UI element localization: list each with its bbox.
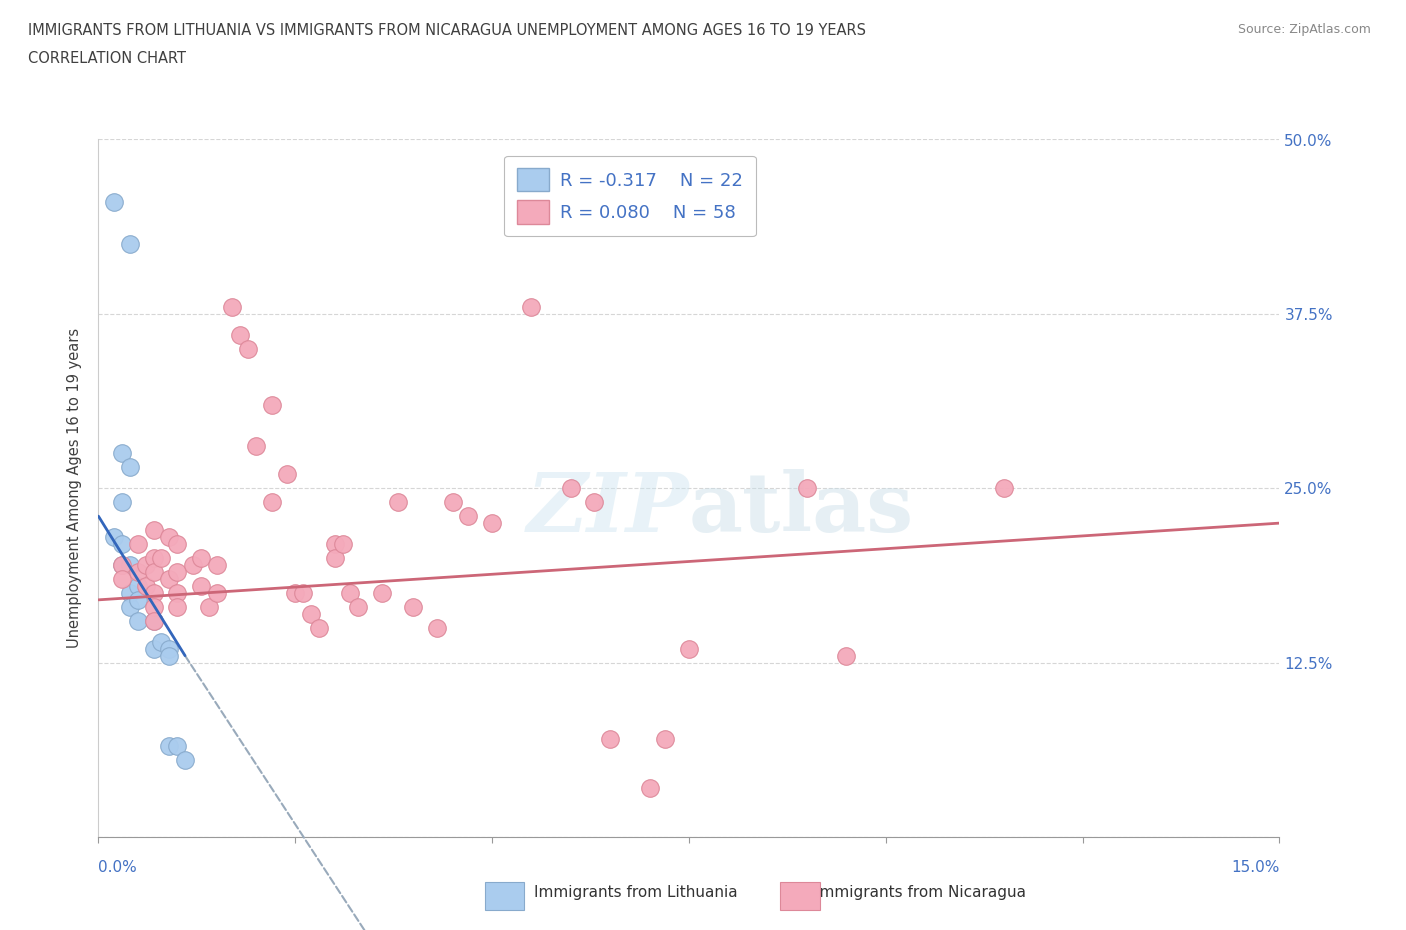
Point [135, 578, 157, 593]
Point [118, 586, 141, 601]
Text: atlas: atlas [689, 469, 914, 550]
Text: Source: ZipAtlas.com: Source: ZipAtlas.com [1237, 23, 1371, 36]
Point [127, 614, 149, 629]
Text: IMMIGRANTS FROM LITHUANIA VS IMMIGRANTS FROM NICARAGUA UNEMPLOYMENT AMONG AGES 1: IMMIGRANTS FROM LITHUANIA VS IMMIGRANTS … [28, 23, 866, 38]
Point [142, 614, 165, 629]
Point [174, 753, 197, 768]
Text: 0.0%: 0.0% [98, 860, 138, 875]
Point [166, 565, 188, 579]
Point [150, 634, 173, 649]
Point [387, 495, 409, 510]
Point [118, 460, 141, 474]
Point [142, 523, 165, 538]
Point [142, 586, 165, 601]
Point [441, 495, 464, 510]
Point [157, 571, 180, 587]
Text: CORRELATION CHART: CORRELATION CHART [28, 51, 186, 66]
Point [111, 495, 134, 510]
Text: Immigrants from Lithuania: Immigrants from Lithuania [534, 885, 738, 900]
Point [638, 781, 661, 796]
Point [796, 481, 818, 496]
Point [260, 495, 283, 510]
Point [142, 642, 165, 657]
Point [599, 732, 621, 747]
Point [190, 551, 212, 565]
Legend: R = -0.317    N = 22, R = 0.080    N = 58: R = -0.317 N = 22, R = 0.080 N = 58 [505, 155, 755, 236]
Point [111, 558, 134, 573]
Point [127, 537, 149, 551]
Point [127, 592, 149, 607]
Point [457, 509, 479, 524]
Point [332, 537, 354, 551]
Point [197, 600, 219, 615]
Point [166, 586, 188, 601]
Y-axis label: Unemployment Among Ages 16 to 19 years: Unemployment Among Ages 16 to 19 years [67, 328, 83, 648]
Point [323, 551, 346, 565]
Point [205, 586, 228, 601]
Point [835, 648, 858, 663]
Point [103, 530, 125, 545]
Point [221, 299, 243, 314]
Point [118, 237, 141, 252]
Point [426, 620, 449, 635]
Point [111, 571, 134, 587]
Point [481, 515, 503, 530]
Point [111, 537, 134, 551]
Point [205, 558, 228, 573]
Point [245, 439, 267, 454]
Point [276, 467, 298, 482]
Text: Immigrants from Nicaragua: Immigrants from Nicaragua [815, 885, 1026, 900]
Point [127, 565, 149, 579]
Point [347, 600, 370, 615]
Point [142, 600, 165, 615]
Point [339, 586, 361, 601]
Point [284, 586, 307, 601]
Point [371, 586, 394, 601]
Text: 15.0%: 15.0% [1232, 860, 1279, 875]
Point [323, 537, 346, 551]
Point [142, 614, 165, 629]
Point [236, 341, 259, 356]
Point [402, 600, 425, 615]
Point [157, 648, 180, 663]
Point [560, 481, 582, 496]
Point [260, 397, 283, 412]
Point [308, 620, 330, 635]
Point [135, 558, 157, 573]
Point [520, 299, 543, 314]
Point [111, 445, 134, 460]
Point [229, 327, 252, 342]
Point [118, 558, 141, 573]
Point [166, 537, 188, 551]
Point [150, 551, 173, 565]
Point [654, 732, 676, 747]
Point [157, 642, 180, 657]
Point [103, 195, 125, 210]
Point [127, 578, 149, 593]
Point [157, 738, 180, 753]
Point [111, 558, 134, 573]
Point [292, 586, 315, 601]
Text: ZIP: ZIP [526, 469, 689, 550]
Point [166, 600, 188, 615]
Point [993, 481, 1015, 496]
Point [166, 738, 188, 753]
Point [142, 551, 165, 565]
Point [142, 565, 165, 579]
Point [583, 495, 606, 510]
Point [181, 558, 204, 573]
Point [678, 642, 700, 657]
Point [190, 578, 212, 593]
Point [118, 600, 141, 615]
Point [157, 530, 180, 545]
Point [299, 606, 322, 621]
